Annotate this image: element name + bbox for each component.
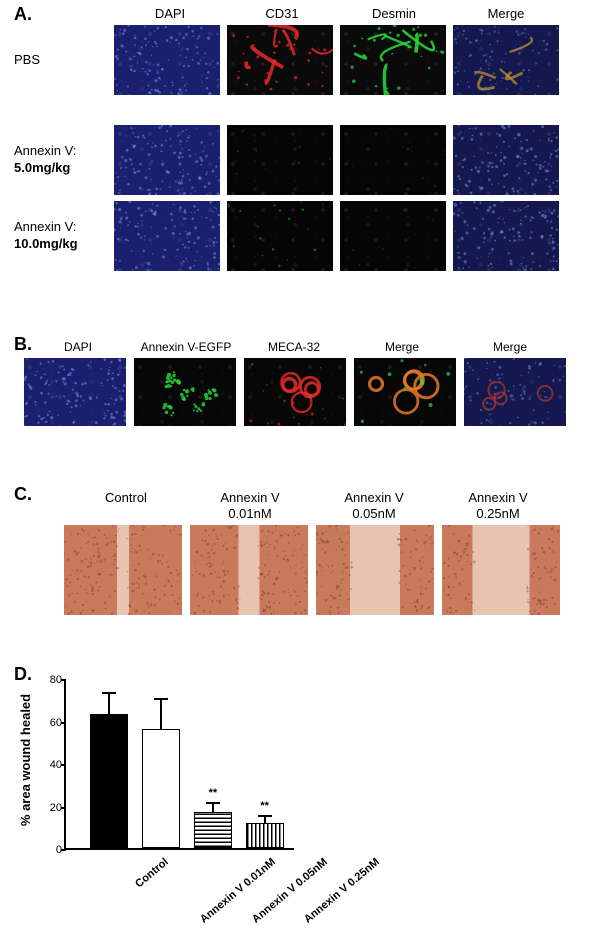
micrograph-cell xyxy=(227,201,333,271)
panel-c: ControlAnnexin V0.01nMAnnexin V0.05nMAnn… xyxy=(14,490,586,615)
panel-a-row: Annexin V:10.0mg/kg xyxy=(14,201,586,271)
scratch-assay-cell xyxy=(316,525,434,615)
chart-bar-group xyxy=(90,678,128,848)
panel-a-column-headers: DAPI CD31 Desmin Merge xyxy=(114,6,586,21)
micrograph-cell xyxy=(244,358,346,426)
chart-ytick-mark xyxy=(61,722,66,724)
chart-bar-group: ** xyxy=(194,678,232,848)
panel-c-column-headers: ControlAnnexin V0.01nMAnnexin V0.05nMAnn… xyxy=(64,490,586,521)
chart-error-cap xyxy=(206,802,220,804)
panel-a-row: PBS xyxy=(14,25,586,95)
chart-ytick-mark xyxy=(61,849,66,851)
chart-ytick-mark xyxy=(61,764,66,766)
micrograph-cell xyxy=(134,358,236,426)
chart-ytick: 0 xyxy=(38,844,62,856)
panel-a-row: Annexin V:5.0mg/kg xyxy=(14,125,586,195)
col-header: Annexin V0.01nM xyxy=(188,490,312,521)
chart-ytick: 20 xyxy=(38,802,62,814)
chart-ytick-mark xyxy=(61,807,66,809)
chart-bar-group: ** xyxy=(246,678,284,848)
row-label: Annexin V:5.0mg/kg xyxy=(14,143,114,177)
col-header: Merge xyxy=(348,340,456,354)
chart-error-bar xyxy=(160,699,162,729)
panel-b: DAPI Annexin V-EGFP MECA-32 Merge Merge xyxy=(14,340,586,426)
col-header: Annexin V0.25nM xyxy=(436,490,560,521)
col-header: Control xyxy=(64,490,188,521)
chart-error-cap xyxy=(102,692,116,694)
col-header: Merge xyxy=(450,6,562,21)
row-label: PBS xyxy=(14,52,114,69)
micrograph-cell xyxy=(114,201,220,271)
micrograph-cell xyxy=(24,358,126,426)
micrograph-cell xyxy=(453,201,559,271)
chart-xlabel: Control xyxy=(133,856,171,890)
chart-significance-marker: ** xyxy=(260,800,269,812)
chart-area: 020406080ControlAnnexin V 0.01nM**Annexi… xyxy=(64,680,294,850)
micrograph-cell xyxy=(340,125,446,195)
col-header: Annexin V-EGFP xyxy=(132,340,240,354)
micrograph-cell xyxy=(340,25,446,95)
micrograph-cell xyxy=(227,125,333,195)
chart-ylabel: % area wound healed xyxy=(18,694,33,826)
chart-significance-marker: ** xyxy=(209,787,218,799)
micrograph-cell xyxy=(340,201,446,271)
scratch-assay-cell xyxy=(64,525,182,615)
panel-d-chart: % area wound healed 020406080ControlAnne… xyxy=(14,670,354,940)
chart-ytick-mark xyxy=(61,679,66,681)
chart-bar xyxy=(194,812,232,848)
chart-error-bar xyxy=(108,693,110,714)
chart-bar xyxy=(142,729,180,848)
micrograph-cell xyxy=(354,358,456,426)
micrograph-cell xyxy=(453,25,559,95)
chart-bar xyxy=(90,714,128,848)
chart-error-cap xyxy=(154,698,168,700)
chart-bar xyxy=(246,823,284,849)
chart-ytick: 40 xyxy=(38,759,62,771)
micrograph-cell xyxy=(114,125,220,195)
chart-ytick: 60 xyxy=(38,717,62,729)
col-header: MECA-32 xyxy=(240,340,348,354)
col-header: DAPI xyxy=(114,6,226,21)
chart-ytick: 80 xyxy=(38,674,62,686)
col-header: DAPI xyxy=(24,340,132,354)
panel-b-column-headers: DAPI Annexin V-EGFP MECA-32 Merge Merge xyxy=(24,340,586,354)
scratch-assay-cell xyxy=(190,525,308,615)
row-label: Annexin V:10.0mg/kg xyxy=(14,219,114,253)
panel-a: DAPI CD31 Desmin Merge PBS Annexin V:5.0m… xyxy=(14,6,586,281)
col-header: Annexin V0.05nM xyxy=(312,490,436,521)
chart-error-cap xyxy=(258,815,272,817)
micrograph-cell xyxy=(453,125,559,195)
micrograph-cell xyxy=(464,358,566,426)
col-header: Desmin xyxy=(338,6,450,21)
micrograph-cell xyxy=(114,25,220,95)
chart-bar-group xyxy=(142,678,180,848)
scratch-assay-cell xyxy=(442,525,560,615)
col-header: Merge xyxy=(456,340,564,354)
micrograph-cell xyxy=(227,25,333,95)
col-header: CD31 xyxy=(226,6,338,21)
chart-error-bar xyxy=(212,803,214,812)
